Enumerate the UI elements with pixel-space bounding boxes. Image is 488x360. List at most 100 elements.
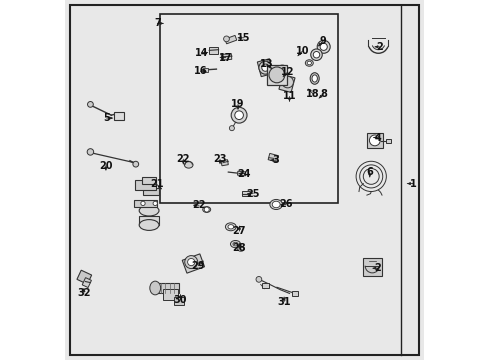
Circle shape	[184, 256, 197, 269]
Text: 26: 26	[279, 199, 292, 210]
Text: 20: 20	[99, 161, 112, 171]
Circle shape	[87, 149, 94, 155]
Text: 25: 25	[246, 189, 259, 199]
Text: 12: 12	[281, 67, 294, 77]
Bar	[242, 191, 250, 196]
Ellipse shape	[149, 281, 160, 295]
Ellipse shape	[139, 205, 159, 216]
Bar	[82, 278, 91, 288]
Ellipse shape	[203, 207, 210, 212]
Bar	[182, 254, 204, 273]
Text: 13: 13	[260, 59, 273, 69]
Text: 22: 22	[176, 154, 190, 164]
Text: 31: 31	[277, 297, 290, 307]
Bar	[267, 153, 278, 162]
Ellipse shape	[311, 75, 317, 82]
Circle shape	[282, 76, 293, 88]
Circle shape	[204, 207, 209, 212]
Ellipse shape	[272, 201, 280, 208]
Bar	[266, 65, 286, 85]
Text: 9: 9	[319, 36, 325, 46]
Circle shape	[141, 201, 145, 206]
Text: 15: 15	[237, 33, 250, 43]
Ellipse shape	[269, 199, 282, 210]
Ellipse shape	[237, 247, 244, 251]
Circle shape	[261, 64, 268, 71]
Circle shape	[313, 51, 319, 58]
Circle shape	[87, 102, 93, 107]
Circle shape	[320, 43, 326, 50]
Ellipse shape	[306, 61, 311, 65]
Text: 32: 32	[77, 288, 90, 298]
Ellipse shape	[139, 220, 159, 230]
Ellipse shape	[277, 65, 287, 73]
Text: 29: 29	[191, 261, 205, 271]
Text: 28: 28	[232, 243, 246, 253]
Bar	[224, 35, 236, 44]
Bar	[366, 133, 382, 148]
Bar	[362, 258, 381, 276]
Bar	[209, 47, 218, 54]
Bar	[278, 75, 294, 93]
Circle shape	[368, 135, 380, 146]
Text: 14: 14	[195, 48, 208, 58]
Text: 19: 19	[231, 99, 244, 109]
Ellipse shape	[230, 240, 240, 248]
Circle shape	[153, 201, 157, 206]
Bar	[134, 180, 156, 190]
Circle shape	[268, 67, 284, 83]
Text: 30: 30	[173, 294, 187, 305]
Bar	[173, 297, 184, 305]
Bar	[77, 270, 91, 284]
Text: 7: 7	[154, 18, 161, 28]
Bar	[114, 112, 124, 120]
Text: 3: 3	[272, 155, 279, 165]
Circle shape	[133, 161, 139, 167]
Text: 11: 11	[282, 91, 296, 102]
Bar	[160, 14, 337, 203]
Ellipse shape	[305, 60, 313, 66]
Bar	[221, 160, 228, 166]
Bar	[203, 68, 207, 72]
Text: 16: 16	[193, 66, 207, 76]
Text: 18: 18	[305, 89, 319, 99]
Bar	[163, 289, 178, 300]
Bar	[385, 139, 390, 143]
Circle shape	[187, 258, 194, 266]
Ellipse shape	[232, 242, 238, 246]
Text: 10: 10	[295, 46, 308, 56]
Bar	[221, 54, 231, 60]
Bar	[139, 216, 159, 225]
Circle shape	[310, 49, 322, 60]
Ellipse shape	[184, 162, 193, 168]
Circle shape	[229, 126, 234, 131]
Circle shape	[258, 61, 271, 74]
Circle shape	[317, 40, 329, 53]
Bar	[257, 59, 273, 77]
Circle shape	[234, 111, 243, 120]
Bar	[291, 291, 298, 296]
Text: 21: 21	[150, 179, 163, 189]
Ellipse shape	[309, 73, 319, 84]
Circle shape	[231, 107, 246, 123]
Text: 5: 5	[103, 113, 110, 123]
Text: 1: 1	[409, 179, 415, 189]
Text: 22: 22	[192, 200, 205, 210]
Bar	[155, 283, 179, 293]
Bar	[142, 188, 159, 195]
Text: 24: 24	[237, 168, 251, 179]
Text: 2: 2	[373, 263, 380, 273]
Ellipse shape	[225, 223, 236, 231]
Bar	[237, 171, 245, 176]
Circle shape	[256, 276, 261, 282]
Ellipse shape	[279, 67, 285, 71]
Text: 4: 4	[374, 132, 381, 143]
Text: 23: 23	[213, 154, 226, 164]
Bar	[134, 200, 157, 207]
Ellipse shape	[227, 225, 233, 229]
Text: 6: 6	[366, 167, 372, 177]
Bar	[142, 177, 156, 184]
Text: 17: 17	[219, 53, 232, 63]
Text: 27: 27	[232, 226, 245, 236]
Text: 2: 2	[375, 42, 382, 52]
